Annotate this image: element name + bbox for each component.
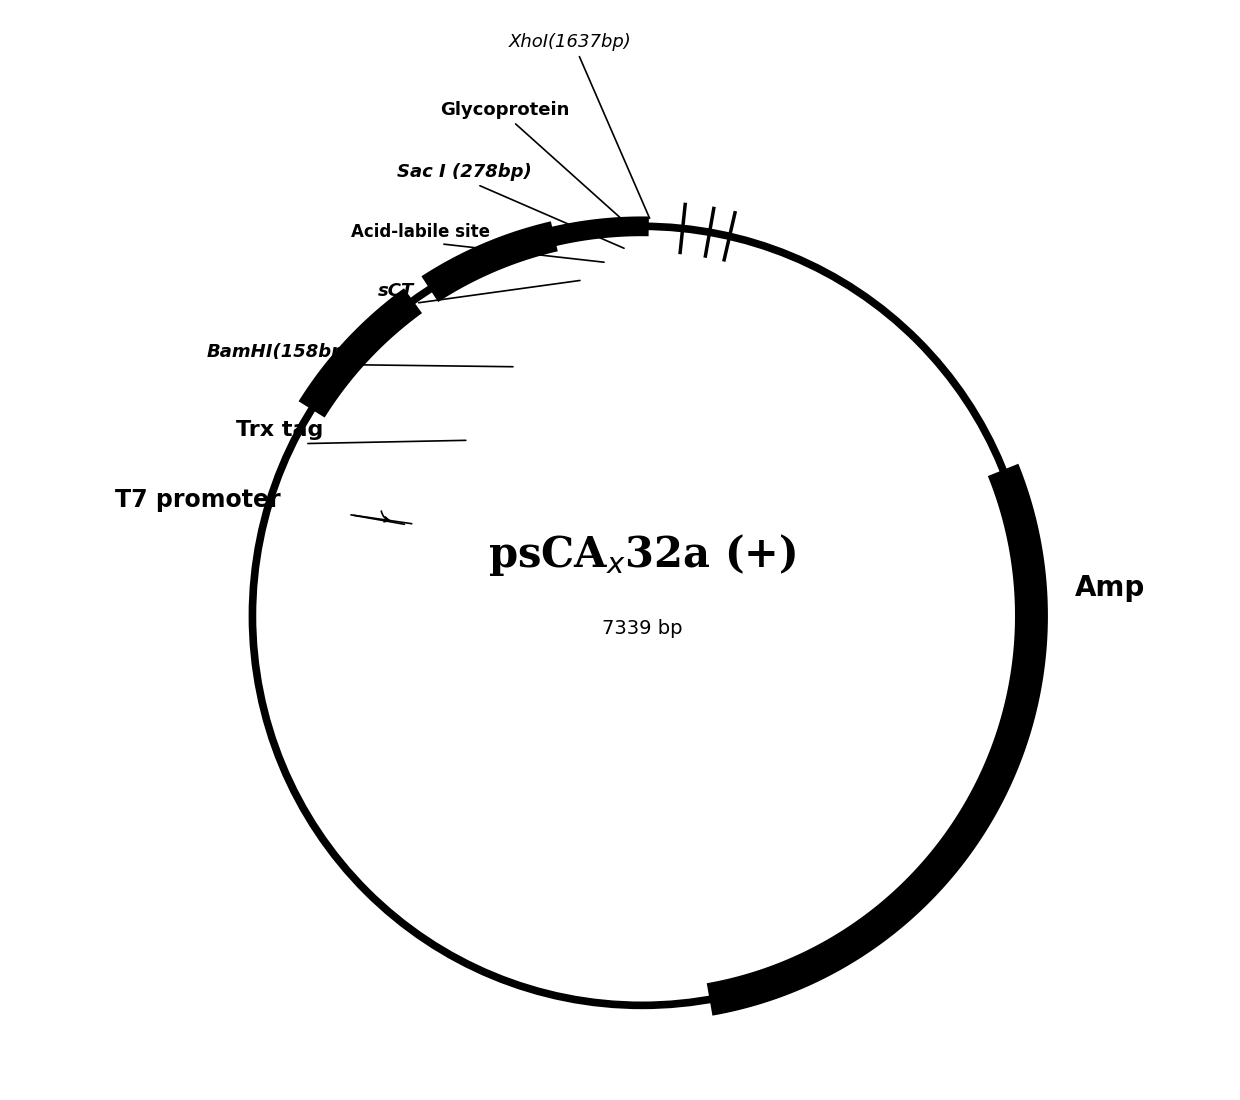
Text: sCT: sCT <box>378 282 414 300</box>
Polygon shape <box>506 233 568 245</box>
Polygon shape <box>372 293 424 328</box>
Text: BamHI(158bp): BamHI(158bp) <box>207 343 353 361</box>
Text: psCA$_x$32a (+): psCA$_x$32a (+) <box>487 532 796 579</box>
Polygon shape <box>614 224 662 227</box>
Text: Amp: Amp <box>1075 574 1146 603</box>
Text: XhoI(1637bp): XhoI(1637bp) <box>510 33 632 51</box>
Text: Trx tag: Trx tag <box>236 420 324 440</box>
Text: Sac I (278bp): Sac I (278bp) <box>397 163 532 182</box>
Text: Acid-labile site: Acid-labile site <box>351 222 490 241</box>
Polygon shape <box>696 992 760 1002</box>
Text: 7339 bp: 7339 bp <box>601 619 682 638</box>
Polygon shape <box>422 221 558 302</box>
Text: Glycoprotein: Glycoprotein <box>440 101 569 119</box>
Text: T7 promoter: T7 promoter <box>115 487 281 512</box>
Polygon shape <box>299 288 422 418</box>
Polygon shape <box>707 464 1048 1015</box>
Polygon shape <box>538 217 649 249</box>
